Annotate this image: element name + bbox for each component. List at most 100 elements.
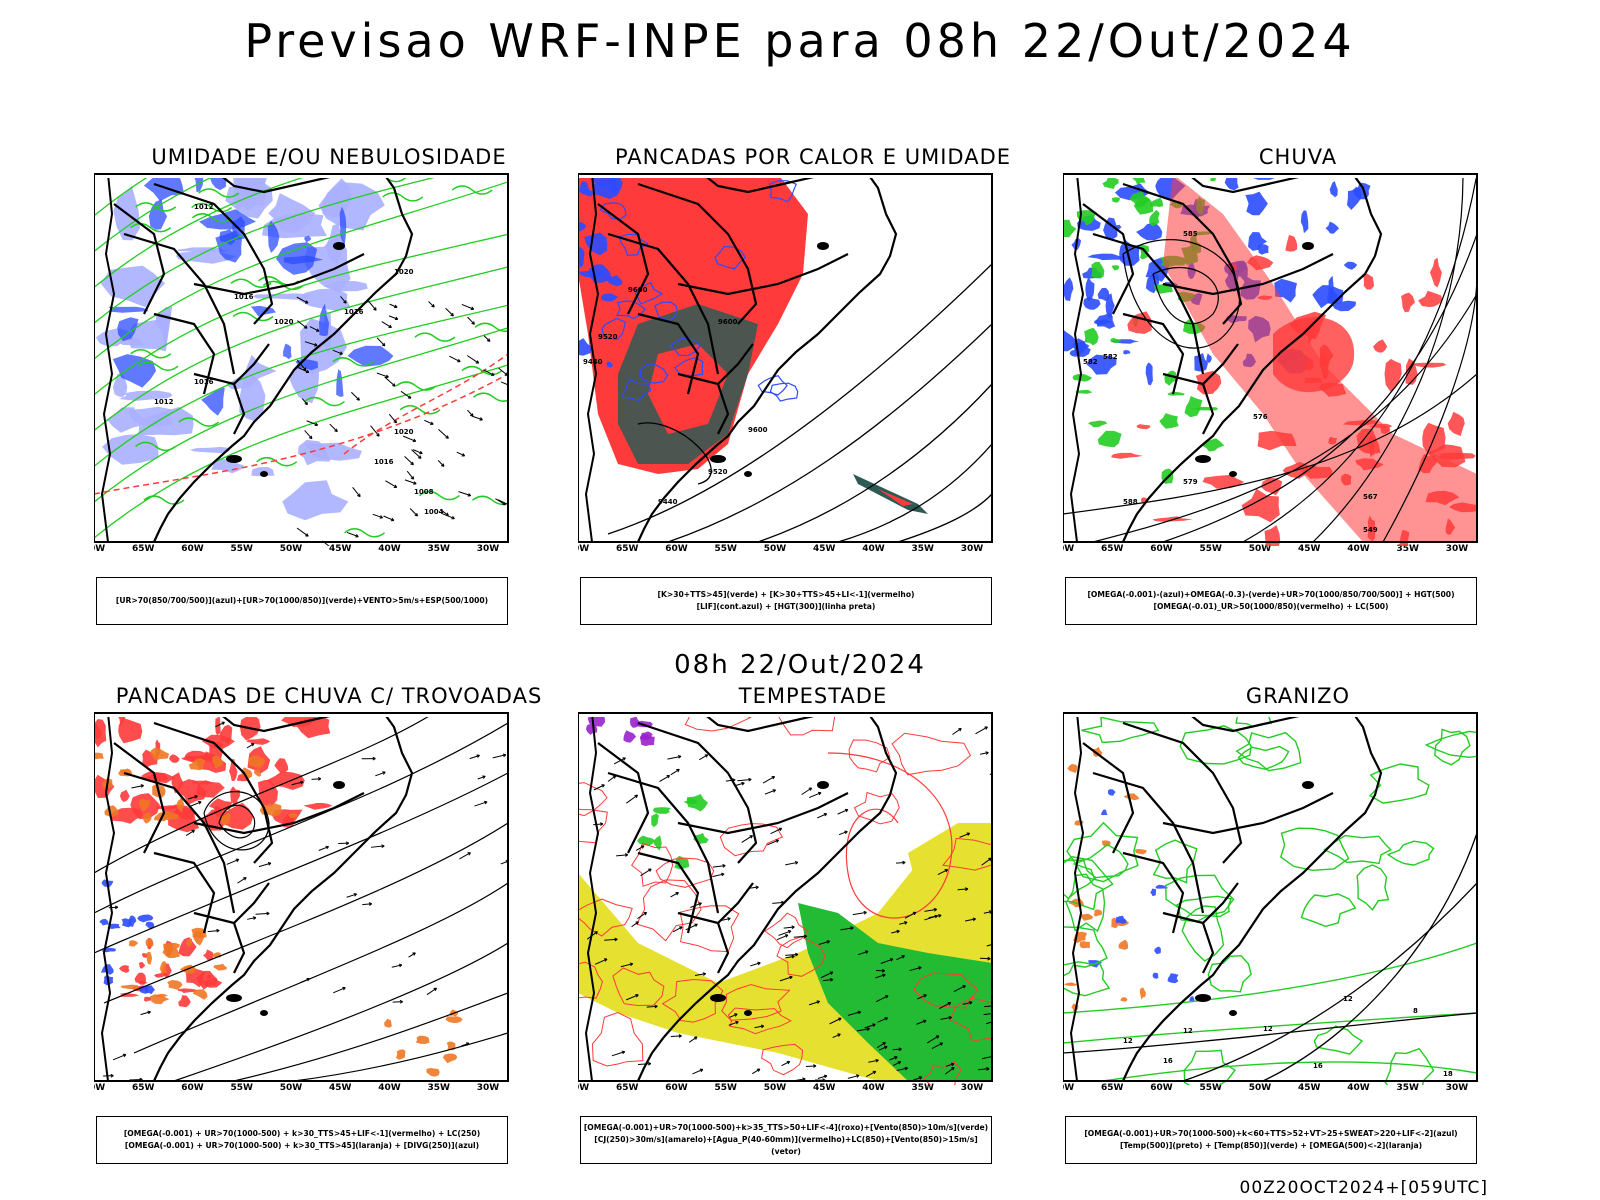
wind-vector [983,1013,992,1016]
wind-vector [428,301,435,308]
wind-vector-head [390,517,395,522]
wind-vector [304,430,313,440]
wind-vector [442,513,455,520]
contour-label: 16 [1163,1057,1173,1065]
wind-vector-head [817,791,822,796]
map-layers: 9600 9600 9520 9440 9600 9520 9440 [578,178,992,543]
wind-vector [611,1051,625,1057]
contour-label: 9520 [708,468,728,476]
contour-line [1063,1012,1477,1054]
wind-vector [857,950,869,956]
thunderstorm-area [229,759,238,782]
wind-vector [896,862,906,864]
hail-area [1150,888,1157,897]
rain-area [1447,411,1465,436]
map-layers [578,717,992,1085]
thunderstorm-area [426,1068,440,1077]
wind-vector-head [334,428,338,433]
wind-vector [367,300,377,311]
wind-vector-head [666,775,671,779]
wind-vector [500,381,508,386]
rain-area [1088,420,1108,428]
omega-area [1080,913,1094,921]
water-contour [721,983,791,1021]
legend-line: [OMEGA(-0.001) + UR>70(1000-500) + k>30_… [124,1141,480,1150]
wind-vector-head [382,771,386,775]
forecast-map: 12S15S18S21S24S27S30S33S36S39S42S70W65W6… [94,712,509,1093]
humidity-area [304,235,312,243]
contour-label: 9440 [583,358,603,366]
green-contour [232,311,274,322]
thunderstorm-area [138,962,146,969]
thunderstorm-area [159,961,167,976]
wind-vector-head [461,453,466,457]
wind-vector [829,1017,842,1025]
severe-area [640,731,653,738]
wind-vector [381,321,392,328]
omega-area [1120,997,1128,1002]
thunderstorm-area [119,992,140,997]
country-border [637,721,758,864]
forecast-map: 12S15S18S21S24S27S30S33S36S39S42S70W65W6… [1063,712,1478,1093]
lon-label: 60W [181,544,204,554]
humidity-area [298,288,351,311]
rain-area [1111,197,1120,203]
contour-line [1152,266,1219,325]
green-contour [135,202,177,212]
wind-vector [891,930,900,934]
wind-vector-head [467,493,472,497]
wind-vector [820,971,834,979]
divergence-area [137,914,154,923]
panel-umidade: UMIDADE E/OU NEBULOSIDADE 12S15S18S21S24… [94,145,564,645]
wind-vector [694,973,706,977]
wind-vector [226,858,239,865]
wind-vector-head [368,902,373,906]
wind-vector [593,823,603,826]
coastline [1122,178,1383,543]
country-border [113,203,166,315]
contour-line [133,882,508,1054]
wind-vector-head [741,781,745,786]
wind-vector-head [216,928,220,933]
wind-vector-head [875,1058,879,1063]
wind-vector [692,1068,704,1075]
wind-vector [370,425,380,437]
wind-vector-head [250,743,255,747]
wind-vector-head [122,1053,127,1058]
lon-label: 40W [862,1083,885,1093]
water-contour [913,972,979,1009]
wind-vector-head [394,304,398,309]
severe-area [623,730,637,743]
lon-label: 65W [132,1083,155,1093]
wind-vector [467,316,475,325]
streamline [94,178,304,289]
wind-vector-head [343,300,347,304]
wind-vector [406,470,415,480]
temp-850-contour [1313,1025,1364,1055]
contour-line [837,443,992,543]
lon-label: 70W [578,544,589,554]
wind-vector [953,985,966,992]
thunderstorm-area [191,927,207,939]
wind-vector [346,531,359,538]
thunderstorm-area [163,804,200,833]
legend-line: [OMEGA(-0.001)-(azul)+OMEGA(-0.3)-(verde… [1087,590,1455,599]
country-border [716,383,730,435]
wind-vector [876,1042,886,1049]
forecast-map: 12S15S18S21S24S27S30S33S36S39S42S70W65W6… [94,173,516,554]
thunderstorm-area [442,1053,458,1064]
rain-area [1264,525,1281,546]
thunderstorm-area [223,802,254,830]
contour-line [897,493,992,543]
thunderstorm-area [212,755,224,769]
lon-label: 50W [764,544,787,554]
wind-vector-head [450,312,454,317]
rain-area [1429,257,1442,288]
thunderstorm-area [192,989,208,1000]
contour-label: 12 [1263,1025,1273,1033]
wind-vector-head [855,1074,860,1078]
wind-vector-head [513,424,516,427]
thunderstorm-area [94,719,107,748]
rain-area [1167,391,1185,396]
wind-vector-head [243,877,247,881]
